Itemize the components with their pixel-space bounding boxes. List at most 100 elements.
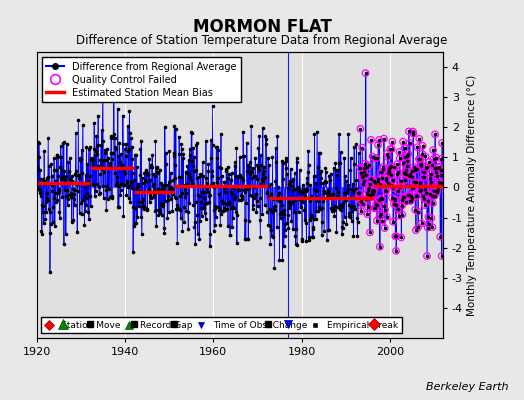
Point — [352, 186, 360, 192]
Point — [108, 150, 117, 157]
Point — [369, 187, 377, 194]
Point — [395, 149, 403, 155]
Point — [247, 122, 255, 129]
Point — [384, 180, 392, 186]
Point — [53, 197, 61, 204]
Point — [395, 212, 403, 219]
Point — [54, 188, 63, 194]
Point — [398, 202, 406, 209]
Point — [133, 213, 141, 220]
Point — [285, 205, 293, 212]
Point — [79, 122, 87, 128]
Point — [282, 158, 291, 164]
Point — [414, 224, 422, 230]
Point — [386, 164, 394, 171]
Point — [195, 193, 204, 199]
Point — [413, 208, 422, 215]
Point — [157, 180, 165, 186]
Point — [209, 102, 217, 109]
Point — [116, 159, 124, 166]
Point — [246, 170, 254, 177]
Point — [118, 112, 127, 119]
Point — [358, 174, 366, 180]
Point — [375, 137, 384, 143]
Point — [233, 172, 242, 179]
Point — [78, 211, 86, 217]
Point — [403, 153, 412, 159]
Point — [287, 182, 296, 189]
Point — [247, 169, 256, 176]
Point — [365, 185, 374, 192]
Point — [387, 146, 396, 152]
Point — [372, 205, 380, 211]
Point — [320, 188, 328, 194]
Point — [154, 186, 162, 193]
Point — [49, 195, 58, 202]
Point — [314, 198, 323, 204]
Point — [89, 161, 97, 168]
Point — [134, 203, 143, 210]
Point — [385, 169, 394, 175]
Point — [66, 154, 74, 161]
Point — [275, 190, 283, 196]
Point — [316, 170, 324, 176]
Point — [338, 230, 346, 237]
Point — [215, 191, 224, 198]
Point — [425, 175, 434, 182]
Point — [213, 144, 222, 151]
Point — [429, 200, 437, 206]
Point — [197, 205, 205, 212]
Point — [184, 208, 192, 215]
Point — [273, 133, 281, 140]
Point — [227, 177, 235, 184]
Point — [192, 175, 201, 181]
Point — [389, 177, 397, 184]
Point — [297, 198, 305, 204]
Point — [143, 206, 151, 212]
Point — [189, 145, 197, 151]
Point — [434, 184, 442, 190]
Point — [120, 182, 128, 188]
Point — [243, 186, 252, 192]
Point — [334, 204, 343, 210]
Point — [328, 194, 336, 200]
Point — [380, 136, 388, 142]
Point — [377, 169, 386, 175]
Point — [200, 195, 208, 201]
Point — [68, 219, 76, 225]
Point — [242, 236, 250, 242]
Point — [425, 191, 434, 198]
Point — [94, 163, 103, 170]
Point — [401, 154, 409, 160]
Point — [132, 152, 140, 158]
Point — [111, 170, 119, 176]
Point — [353, 191, 361, 198]
Point — [311, 172, 319, 179]
Point — [381, 188, 389, 194]
Point — [427, 215, 435, 222]
Point — [313, 129, 321, 136]
Point — [248, 193, 256, 200]
Point — [146, 192, 155, 198]
Point — [207, 182, 215, 189]
Point — [226, 189, 235, 195]
Point — [178, 189, 186, 196]
Point — [306, 182, 314, 188]
Point — [70, 202, 79, 208]
Point — [289, 187, 297, 194]
Point — [287, 218, 296, 224]
Point — [45, 163, 53, 169]
Point — [186, 174, 194, 181]
Point — [391, 196, 399, 203]
Point — [405, 128, 413, 134]
Point — [382, 188, 390, 194]
Point — [208, 168, 216, 174]
Point — [84, 178, 92, 185]
Point — [121, 182, 129, 188]
Point — [198, 189, 206, 195]
Point — [138, 199, 146, 206]
Point — [42, 174, 51, 181]
Point — [223, 206, 231, 212]
Point — [95, 190, 103, 197]
Point — [137, 214, 145, 220]
